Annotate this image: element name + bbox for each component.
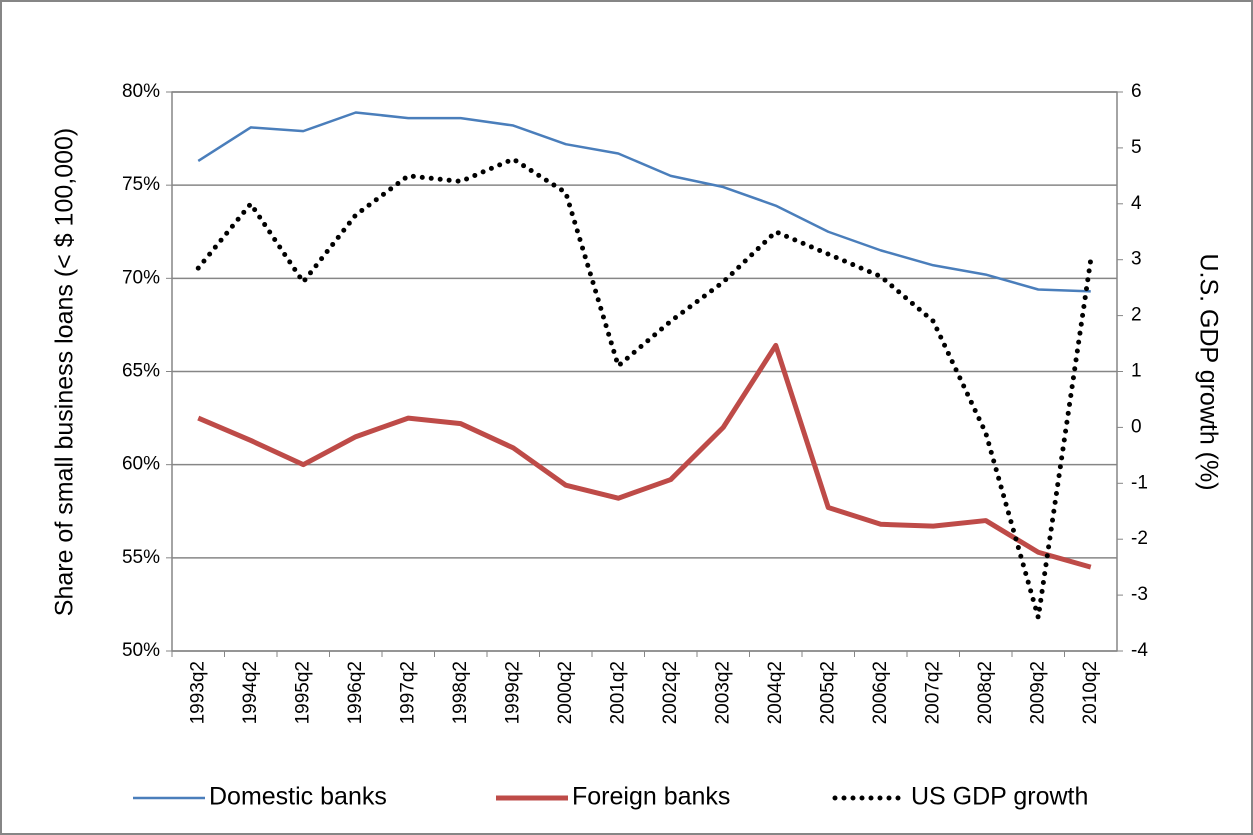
x-tick-label: 1996q2 — [345, 661, 366, 724]
x-tick-label: 2001q2 — [607, 661, 628, 724]
x-tick-label: 2004q2 — [765, 661, 786, 724]
x-tick-label: 2000q2 — [555, 661, 576, 724]
series-line — [197, 111, 1091, 293]
series-line — [197, 342, 1092, 570]
x-tick-label: 2003q2 — [712, 661, 733, 724]
x-tick-label: 1997q2 — [397, 661, 418, 724]
legend-label: Foreign banks — [572, 783, 730, 811]
x-tick-label: 2006q2 — [870, 661, 891, 724]
y-tick-label: 80% — [122, 81, 160, 102]
x-tick-label: 2002q2 — [660, 661, 681, 724]
legend-label: Domestic banks — [209, 783, 387, 811]
y2-tick-label: 3 — [1131, 249, 1142, 270]
y-tick-label: 75% — [122, 174, 160, 195]
y2-tick-label: 1 — [1131, 361, 1142, 382]
y2-tick-label: 2 — [1131, 305, 1142, 326]
y2-tick-label: -2 — [1131, 528, 1148, 549]
y-axis-label: Share of small business loans (< $ 100,0… — [51, 128, 79, 616]
y2-tick-label: -1 — [1131, 472, 1148, 493]
x-tick-label: 1994q2 — [240, 661, 261, 724]
x-tick-label: 2009q2 — [1027, 661, 1048, 724]
y2-tick-label: 0 — [1131, 416, 1142, 437]
legend-label: US GDP growth — [911, 783, 1088, 811]
x-tick-label: 1995q2 — [292, 661, 313, 724]
y2-tick-label: 5 — [1131, 137, 1142, 158]
y2-tick-label: 6 — [1131, 81, 1142, 102]
y-tick-label: 65% — [122, 361, 160, 382]
y-tick-label: 70% — [122, 267, 160, 288]
x-tick-label: 1999q2 — [502, 661, 523, 724]
x-tick-label: 1998q2 — [450, 661, 471, 724]
x-tick-label: 2005q2 — [817, 661, 838, 724]
x-tick-label: 2007q2 — [922, 661, 943, 724]
y-tick-label: 55% — [122, 547, 160, 568]
y2-tick-label: -3 — [1131, 584, 1148, 605]
y2-tick-label: 4 — [1131, 193, 1142, 214]
x-tick-label: 2010q2 — [1080, 661, 1101, 724]
y-tick-label: 60% — [122, 454, 160, 475]
y2-tick-label: -4 — [1131, 640, 1148, 661]
y-tick-label: 50% — [122, 640, 160, 661]
y2-axis-label: U.S. GDP growth (%) — [1194, 253, 1222, 490]
x-tick-label: 2008q2 — [975, 661, 996, 724]
x-tick-label: 1993q2 — [187, 661, 208, 724]
